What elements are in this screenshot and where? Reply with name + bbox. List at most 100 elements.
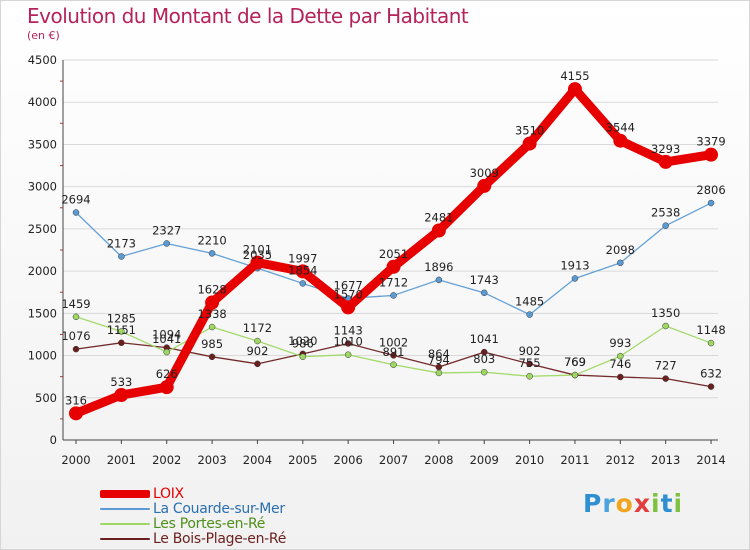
y-tick-label: 500 (35, 391, 57, 405)
data-point (344, 351, 352, 358)
data-point (435, 276, 443, 284)
data-point (250, 255, 265, 270)
legend-swatch (100, 490, 150, 498)
y-tick-label: 2500 (28, 222, 57, 236)
data-point (526, 360, 533, 368)
data-label: 2210 (197, 233, 226, 247)
x-tick-label: 2006 (334, 453, 363, 467)
x-tick-label: 2011 (560, 453, 589, 467)
data-label: 1143 (334, 323, 363, 337)
data-label: 3544 (606, 121, 635, 135)
data-label: 902 (519, 344, 541, 358)
data-point (299, 353, 307, 360)
y-tick-label: 4500 (28, 53, 57, 67)
data-label: 4155 (560, 69, 589, 83)
data-label: 1896 (424, 260, 453, 274)
legend-label: Les Portes-en-Ré (153, 516, 266, 532)
x-tick-label: 2012 (606, 453, 635, 467)
data-point (707, 383, 715, 390)
data-point (205, 295, 220, 310)
legend-label: Le Bois-Plage-en-Ré (153, 531, 287, 547)
data-label: 891 (383, 345, 405, 359)
y-tick-label: 1000 (28, 349, 57, 363)
data-point (386, 259, 401, 274)
legend-swatch (100, 538, 150, 540)
data-point (390, 292, 397, 299)
proxiti-logo: Proxiti (583, 489, 684, 518)
data-point (254, 337, 261, 345)
data-point (163, 348, 170, 356)
data-point (617, 259, 624, 267)
data-label: 632 (700, 367, 722, 381)
data-label: 755 (519, 356, 541, 370)
data-label: 3009 (470, 166, 499, 180)
legend-swatch (100, 508, 150, 510)
data-label: 626 (156, 367, 178, 381)
data-point (114, 387, 129, 402)
data-label: 1854 (288, 263, 317, 277)
y-tick-label: 1500 (28, 306, 57, 320)
data-point (118, 339, 125, 347)
data-point (613, 133, 628, 148)
data-point (526, 311, 533, 318)
data-label: 1002 (379, 335, 408, 349)
x-tick-label: 2005 (288, 453, 317, 467)
data-point (390, 361, 397, 369)
data-label: 3293 (651, 142, 680, 156)
chart-title: Evolution du Montant de la Dette par Hab… (27, 4, 469, 28)
y-tick-label: 0 (50, 433, 57, 447)
x-tick-label: 2014 (696, 453, 725, 467)
data-label: 1041 (152, 332, 181, 346)
data-point (435, 369, 443, 377)
data-label: 3379 (696, 135, 725, 149)
data-point (658, 154, 673, 169)
data-point (341, 300, 356, 315)
data-point (208, 250, 216, 257)
y-tick-label: 2000 (28, 264, 57, 278)
data-label: 1041 (470, 332, 499, 346)
data-point (522, 136, 537, 151)
data-label: 1172 (243, 321, 272, 335)
data-label: 746 (609, 357, 631, 371)
data-point (662, 375, 669, 382)
x-tick-label: 2013 (651, 453, 680, 467)
data-label: 1997 (288, 251, 317, 265)
data-label: 985 (201, 337, 223, 351)
y-tick-label: 3500 (28, 137, 57, 151)
data-point (480, 289, 488, 297)
data-point (344, 340, 352, 347)
legend-label: LOIX (153, 486, 184, 502)
data-point (662, 322, 669, 330)
data-point (390, 352, 397, 359)
legend-swatch (100, 523, 150, 525)
data-label: 2806 (696, 183, 725, 197)
data-label: 2538 (651, 206, 680, 220)
data-point (72, 209, 80, 216)
data-label: 1350 (651, 306, 680, 320)
data-point (707, 199, 715, 207)
x-tick-label: 2008 (424, 453, 453, 467)
data-point (571, 371, 579, 379)
data-point (617, 352, 624, 360)
data-point (480, 368, 488, 376)
data-label: 1677 (334, 278, 363, 292)
data-label: 1459 (61, 297, 90, 311)
data-label: 2098 (606, 243, 635, 257)
data-label: 794 (428, 353, 450, 367)
data-label: 2327 (152, 223, 181, 237)
data-label: 727 (655, 359, 677, 373)
data-label: 1020 (288, 334, 317, 348)
data-label: 1338 (197, 307, 226, 321)
data-point (72, 313, 80, 321)
x-tick-label: 2007 (379, 453, 408, 467)
data-point (208, 323, 216, 331)
data-label: 2481 (424, 210, 453, 224)
legend-label: La Couarde-sur-Mer (153, 501, 285, 517)
data-label: 1285 (107, 311, 136, 325)
x-tick-label: 2010 (515, 453, 544, 467)
x-tick-label: 2009 (470, 453, 499, 467)
data-point (477, 178, 492, 193)
x-tick-label: 2002 (152, 453, 181, 467)
